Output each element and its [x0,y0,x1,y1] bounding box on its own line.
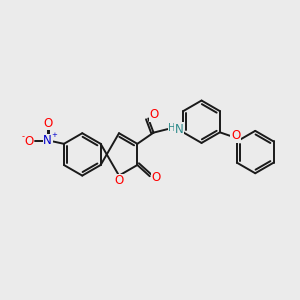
Text: N: N [43,134,52,147]
Text: O: O [152,171,161,184]
Text: O: O [43,117,52,130]
Text: -: - [22,132,25,141]
Text: O: O [114,174,124,188]
Text: +: + [51,132,57,138]
Text: H: H [168,123,176,133]
Text: O: O [231,129,240,142]
Text: O: O [24,135,34,148]
Text: O: O [149,109,159,122]
Text: N: N [175,123,183,136]
